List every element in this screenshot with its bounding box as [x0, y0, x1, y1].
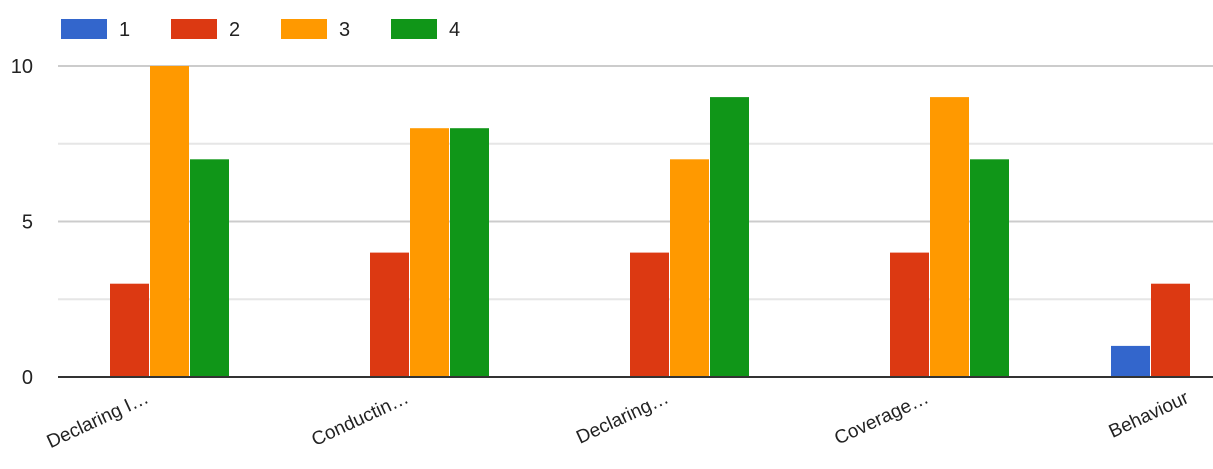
legend-label-4: 4	[449, 19, 460, 41]
legend-swatch-3	[281, 19, 327, 39]
x-tick-label: Behaviour	[1106, 387, 1193, 442]
y-axis-ticks: 0 5 10	[11, 56, 33, 389]
x-tick-label: Declaring…	[573, 387, 672, 448]
legend: 1 2 3 4	[61, 19, 460, 41]
bar-4-category-4	[970, 159, 1009, 377]
bar-4-category-1	[190, 159, 229, 377]
bar-3-category-2	[410, 128, 449, 377]
legend-label-1: 1	[119, 19, 130, 41]
bars	[110, 66, 1190, 377]
x-tick-label: Conductin…	[308, 387, 412, 450]
legend-swatch-1	[61, 19, 107, 39]
bar-3-category-1	[150, 66, 189, 377]
bar-1-category-5	[1111, 345, 1150, 377]
bar-2-category-3	[630, 252, 669, 377]
legend-swatch-2	[171, 19, 217, 39]
bar-3-category-3	[670, 159, 709, 377]
legend-swatch-4	[391, 19, 437, 39]
bar-3-category-4	[930, 97, 969, 377]
y-tick-label: 10	[11, 56, 33, 78]
bar-2-category-1	[110, 283, 149, 377]
x-tick-label: Declaring I…	[44, 387, 152, 452]
y-tick-label: 5	[22, 212, 33, 234]
bar-2-category-4	[890, 252, 929, 377]
x-tick-label: Coverage…	[831, 387, 932, 449]
x-axis-labels: Declaring I… Conductin… Declaring… Coverage…	[44, 387, 1193, 453]
bar-4-category-2	[450, 128, 489, 377]
legend-label-2: 2	[229, 19, 240, 41]
bar-2-category-5	[1151, 283, 1190, 377]
legend-label-3: 3	[339, 19, 350, 41]
y-tick-label: 0	[22, 367, 33, 389]
bar-2-category-2	[370, 252, 409, 377]
bar-4-category-3	[710, 97, 749, 377]
